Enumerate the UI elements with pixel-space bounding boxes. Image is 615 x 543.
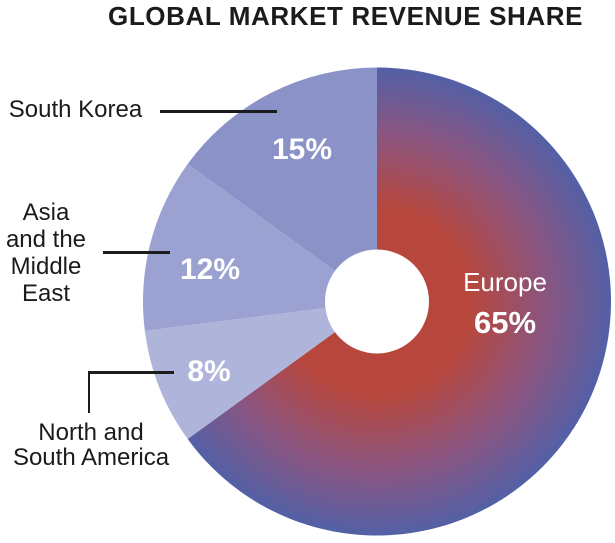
value-south-korea: 15% — [271, 133, 333, 166]
value-europe: 65% — [473, 305, 537, 340]
pie-slice-asia-middle-east — [143, 163, 377, 331]
value-north-south-america: 8% — [187, 355, 231, 388]
leader-line-north-south-america-horizontal — [87, 371, 174, 374]
label-asia-middle-east: Asia and the Middle East — [5, 199, 87, 307]
leader-line-asia-middle-east — [103, 251, 170, 254]
pie-slice-north-south-america — [144, 301, 377, 440]
value-asia-middle-east: 12% — [179, 253, 241, 286]
chart-title: GLOBAL MARKET REVENUE SHARE — [108, 1, 584, 31]
label-europe: Europe — [463, 267, 547, 297]
label-north-south-america: North and South America — [12, 419, 170, 471]
label-south-korea: South Korea — [8, 96, 143, 123]
pie-slice-south-korea — [187, 67, 377, 302]
leader-line-south-korea — [160, 110, 277, 113]
donut-hole — [325, 249, 429, 354]
leader-line-north-south-america-vertical — [87, 371, 90, 413]
